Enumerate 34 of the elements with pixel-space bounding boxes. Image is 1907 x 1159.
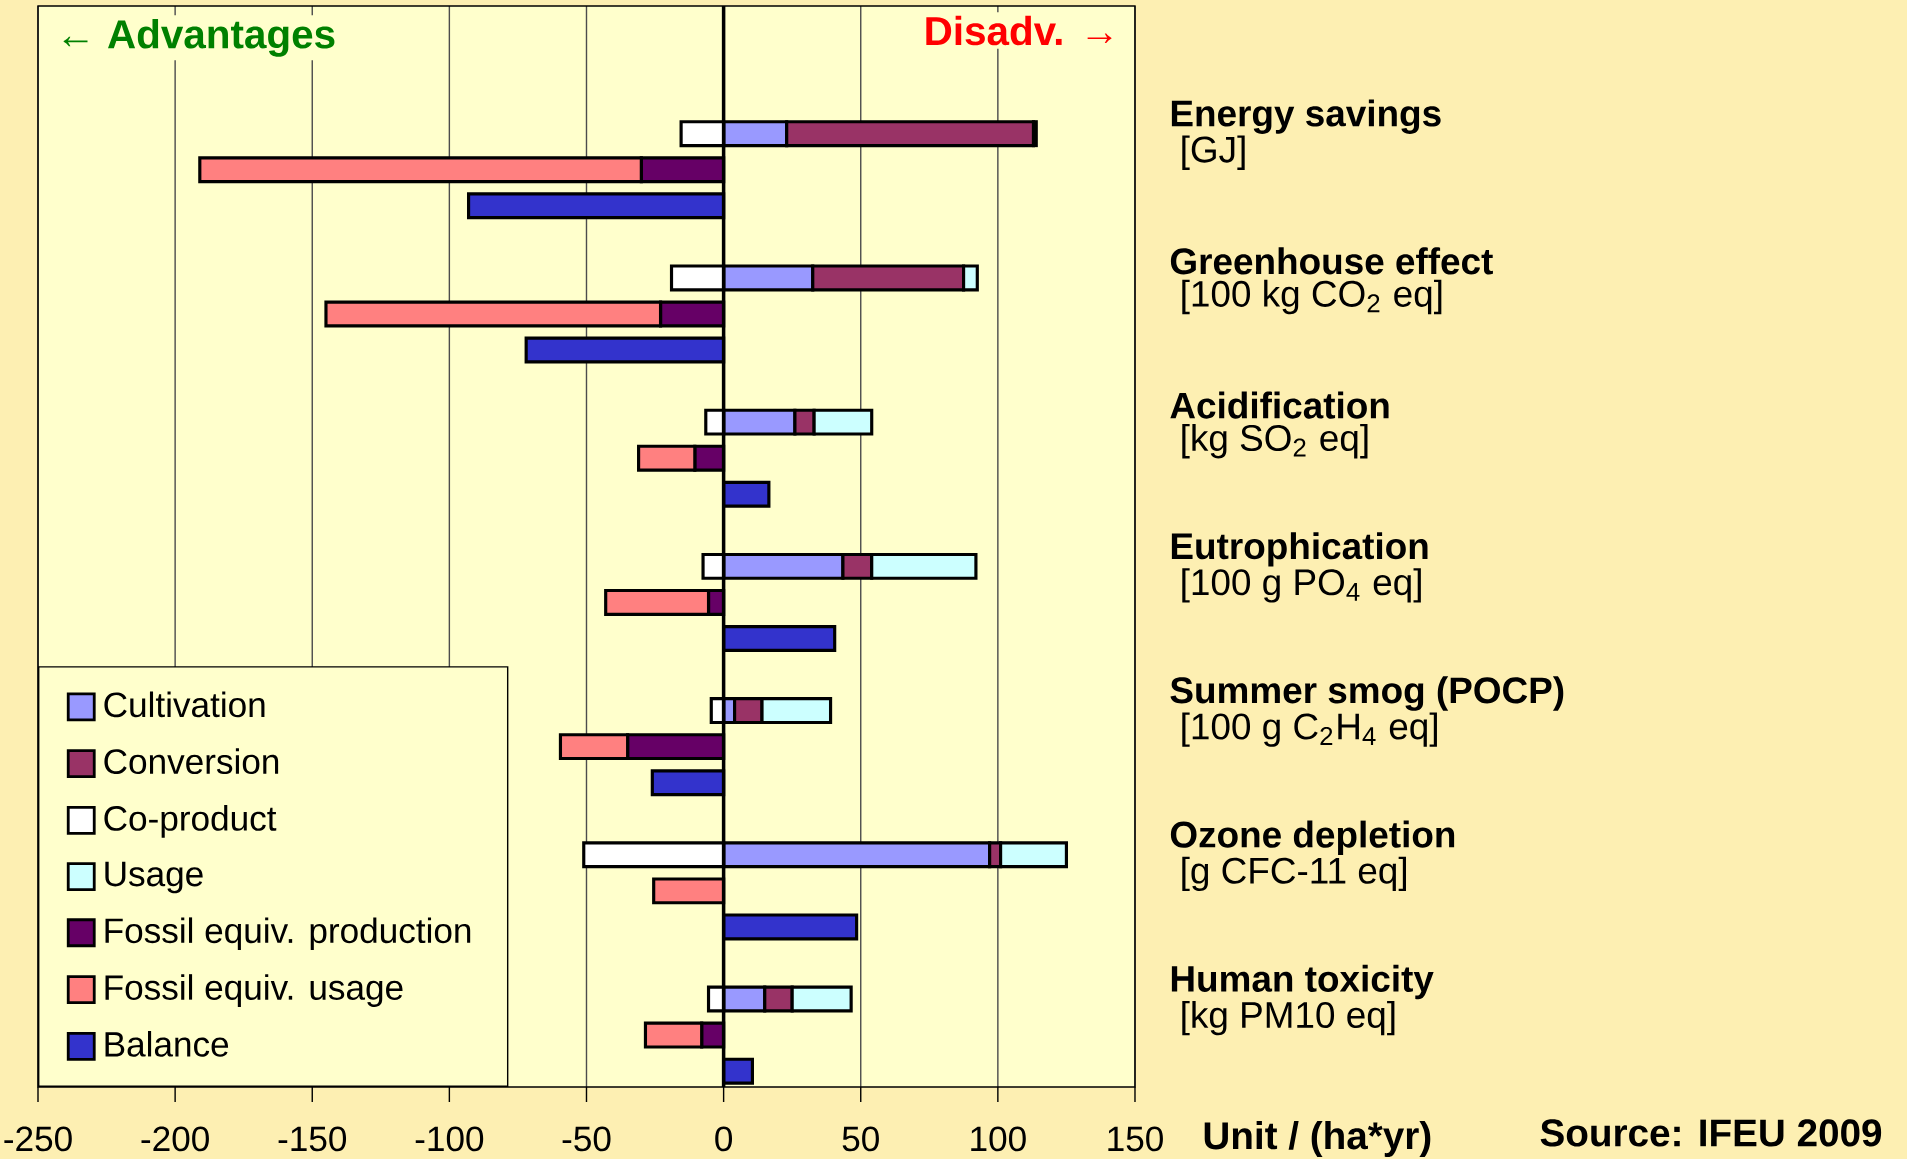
y-tick-label: [100 kg CO$_{2}$ eq] [1182, 279, 1442, 315]
x-axis-title: Unit / (ha*yr) [1204, 1121, 1431, 1158]
legend-label: Fossil equiv. production [105, 917, 471, 951]
x-tick-label: -50 [562, 1126, 611, 1152]
x-tick-label: 150 [1108, 1126, 1163, 1152]
legend-label: Cultivation [104, 691, 265, 718]
y-tick-label: Greenhouse effect [1170, 247, 1493, 275]
y-tick-label: Human toxicity [1171, 964, 1434, 1000]
text: ← Advantages [63, 18, 335, 57]
y-tick-label: Energy savings [1171, 99, 1441, 134]
x-tick-label: -250 [4, 1126, 72, 1152]
x-tick-label: -200 [141, 1126, 209, 1152]
x-tick-label: 0 [715, 1126, 733, 1152]
y-tick-label: [kg PM10 eq] [1182, 1000, 1395, 1036]
x-tick-label: 100 [971, 1126, 1026, 1152]
text: Disadv. → [926, 15, 1112, 46]
y-tick-label: [100 g C$_{2}$H$_{4}$ eq] [1182, 712, 1437, 747]
y-tick-label: Summer smog (POCP) [1170, 676, 1564, 711]
x-tick-label: 50 [842, 1126, 879, 1152]
legend-label: Fossil equiv. usage [105, 974, 403, 1007]
y-tick-label: [100 g PO$_{4}$ eq] [1182, 568, 1421, 603]
legend-label: Usage [105, 861, 203, 894]
source-note: Source: IFEU 2009 [1540, 1119, 1882, 1147]
y-tick-label: [kg SO$_{2}$ eq] [1182, 423, 1368, 459]
y-tick-label: Ozone depletion [1170, 820, 1455, 856]
x-tick-label: -100 [415, 1126, 484, 1152]
legend-label: Co-product [104, 805, 277, 838]
y-tick-label: Acidification [1170, 391, 1389, 419]
legend-label: Balance [105, 1030, 229, 1057]
y-tick-label: [GJ] [1182, 135, 1245, 170]
y-tick-label: [g CFC-11 eq] [1182, 856, 1406, 892]
y-tick-label: Eutrophication [1171, 532, 1428, 567]
x-tick-label: -150 [278, 1126, 347, 1152]
legend-label: Conversion [104, 748, 279, 775]
